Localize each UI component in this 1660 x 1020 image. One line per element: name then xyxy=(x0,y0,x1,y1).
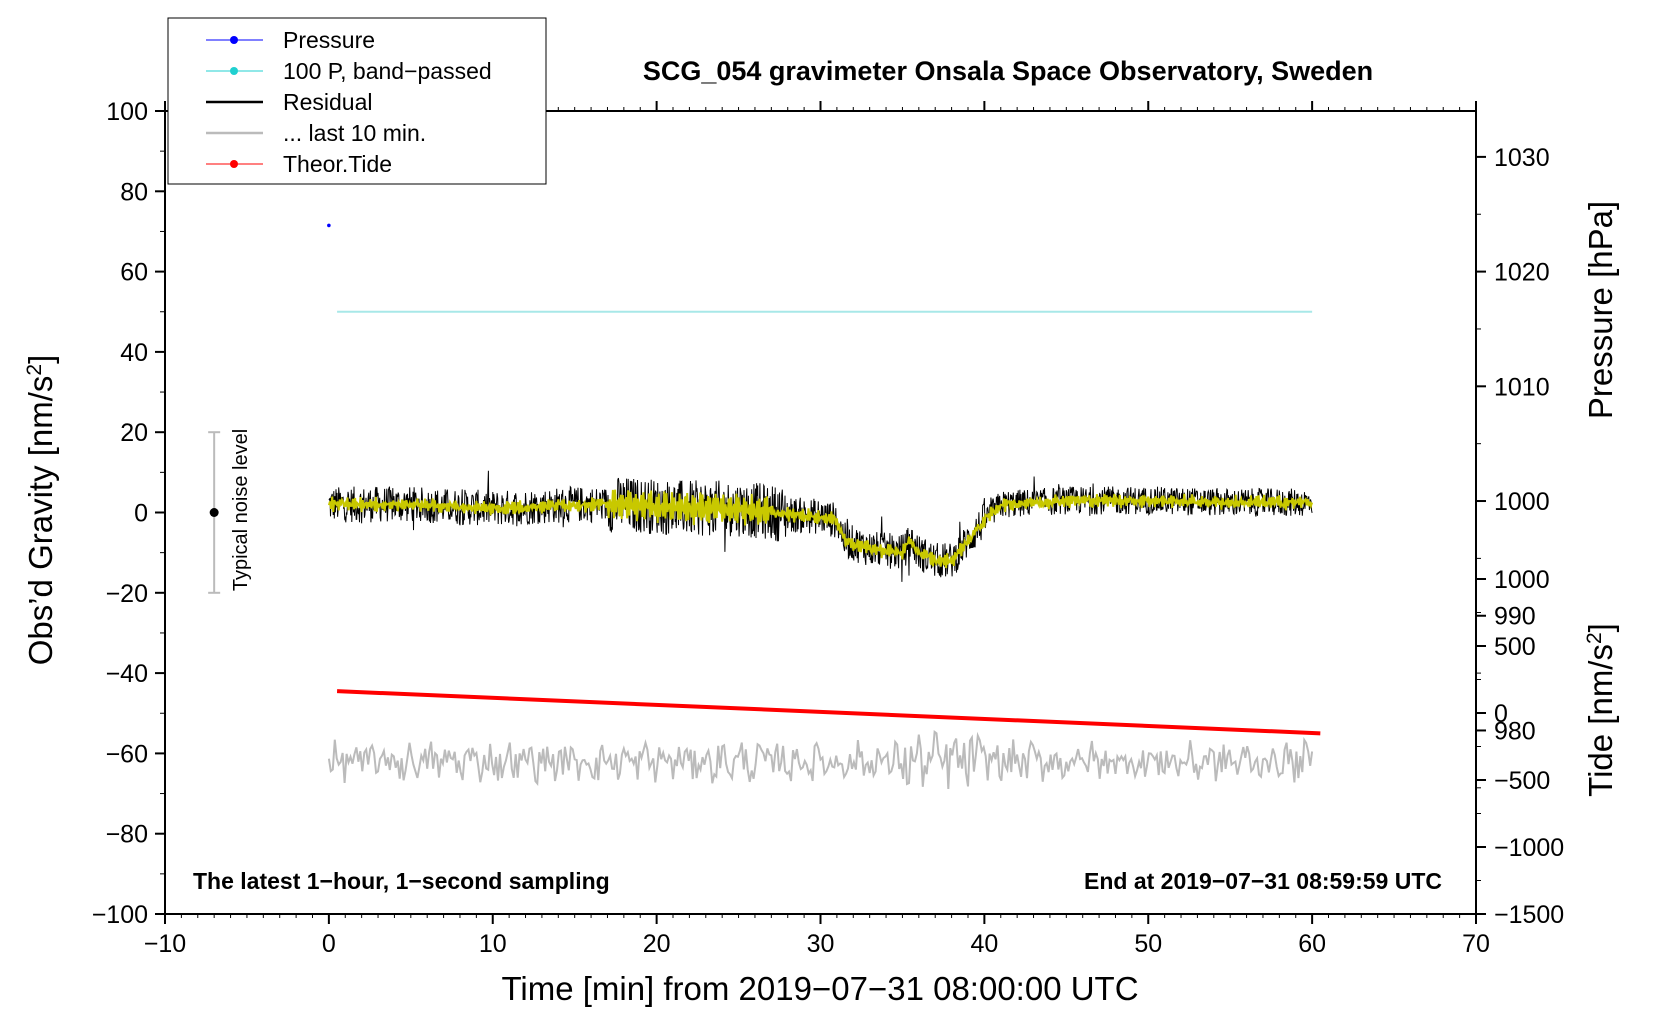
y-tick-label-2: −60 xyxy=(106,740,148,768)
y-tick-label-4: −20 xyxy=(106,580,148,608)
pressure-point-0 xyxy=(327,223,331,228)
noise-level-label: Typical noise level xyxy=(230,429,252,591)
annotation-sampling: The latest 1−hour, 1−second sampling xyxy=(193,868,610,894)
y-axis-label-gravity-end: ] xyxy=(22,355,59,364)
legend-label-3: ... last 10 min. xyxy=(283,120,426,146)
y-axis-label-tide-sup: 2 xyxy=(1583,632,1606,644)
tide-tick-label-1: −1000 xyxy=(1494,834,1564,862)
legend-label-4: Theor.Tide xyxy=(283,151,392,177)
tide-tick-label-2: −500 xyxy=(1494,767,1550,795)
pressure-tick-label-0: 980 xyxy=(1494,717,1536,745)
x-tick-label-0: −10 xyxy=(144,930,186,958)
x-tick-label-4: 30 xyxy=(807,930,835,958)
tide-tick-label-4: 500 xyxy=(1494,633,1536,661)
x-tick-label-7: 60 xyxy=(1298,930,1326,958)
y-axis-label-pressure: Pressure [hPa] xyxy=(1582,201,1619,419)
legend-marker-0 xyxy=(230,36,238,44)
y-tick-label-5: 0 xyxy=(134,500,148,528)
y-tick-label-1: −80 xyxy=(106,821,148,849)
y-tick-label-9: 80 xyxy=(120,178,148,206)
x-tick-label-2: 10 xyxy=(479,930,507,958)
y-tick-label-0: −100 xyxy=(92,901,148,929)
tide-tick-label-0: −1500 xyxy=(1494,901,1564,929)
series-theoretical-tide xyxy=(336,689,1321,736)
series-residual xyxy=(328,470,1313,582)
y-axis-label-gravity: Obs’d Gravity [nm/s2] xyxy=(22,355,59,666)
series-residual-smoothed xyxy=(327,489,1314,569)
tide-tick-label-3: 0 xyxy=(1494,700,1508,728)
y-tick-label-6: 20 xyxy=(120,419,148,447)
y-axis-label-tide: Tide [nm/s2] xyxy=(1582,623,1619,797)
pressure-tick-label-1: 990 xyxy=(1494,603,1536,631)
y-tick-label-8: 60 xyxy=(120,259,148,287)
legend-marker-1 xyxy=(230,67,238,75)
x-tick-label-5: 40 xyxy=(970,930,998,958)
axes-layer: −10 0 10 20 30 40 50 60 70−100−80−60−40−20020406… xyxy=(92,98,1565,958)
x-tick-label-8: 70 xyxy=(1462,930,1490,958)
series-layer xyxy=(208,223,1321,789)
tide-tick-label-5: 1000 xyxy=(1494,566,1550,594)
y-tick-label-10: 100 xyxy=(106,98,148,126)
pressure-tick-label-5: 1030 xyxy=(1494,144,1550,172)
y-tick-label-3: −40 xyxy=(106,660,148,688)
legend-label-1: 100 P, band−passed xyxy=(283,58,492,84)
noise-bar-center xyxy=(209,508,219,517)
pressure-tick-label-4: 1020 xyxy=(1494,259,1550,287)
x-tick-label-6: 50 xyxy=(1134,930,1162,958)
legend-label-2: Residual xyxy=(283,89,373,115)
y-axis-label-tide-end: ] xyxy=(1582,623,1619,632)
pressure-tick-label-2: 1000 xyxy=(1494,488,1550,516)
x-tick-label-3: 20 xyxy=(643,930,671,958)
annotation-end-time: End at 2019−07−31 08:59:59 UTC xyxy=(1084,868,1442,894)
y-tick-label-7: 40 xyxy=(120,339,148,367)
legend-label-0: Pressure xyxy=(283,27,375,53)
y-axis-label-gravity-sup: 2 xyxy=(23,364,46,376)
x-tick-label-1: 0 xyxy=(322,930,336,958)
legend: Pressure 100 P, band−passed Residual ... la… xyxy=(167,17,547,185)
legend-marker-4 xyxy=(230,160,238,168)
x-axis-label: Time [min] from 2019−07−31 08:00:00 UTC xyxy=(501,970,1138,1007)
pressure-tick-label-3: 1010 xyxy=(1494,373,1550,401)
y-axis-label-gravity-text: Obs’d Gravity [nm/s xyxy=(22,376,59,666)
series-last-10-min xyxy=(327,730,1314,789)
y-axis-label-tide-text: Tide [nm/s xyxy=(1582,644,1619,797)
chart-title: SCG_054 gravimeter Onsala Space Observat… xyxy=(643,56,1373,86)
